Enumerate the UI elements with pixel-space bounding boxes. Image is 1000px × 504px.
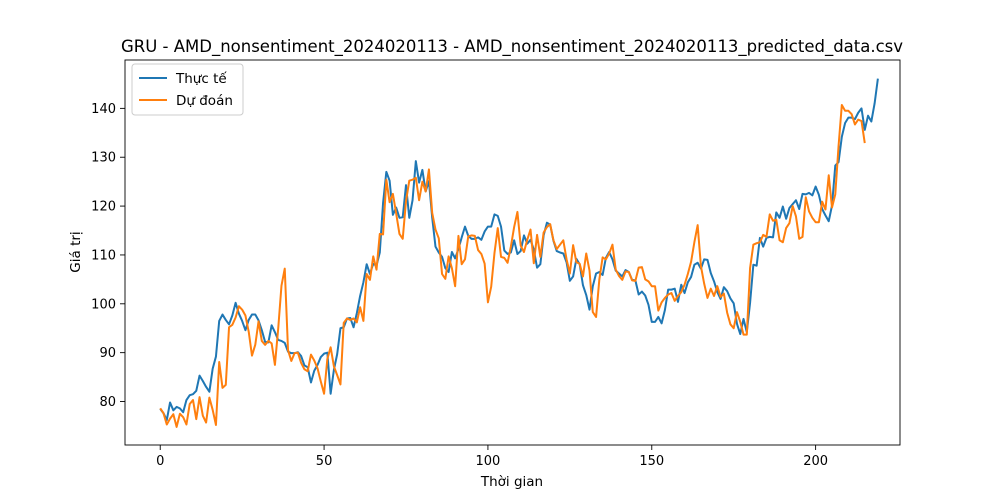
y-tick-label: 120 [91,200,116,215]
x-axis: 0 50 100 150 200 [156,445,828,469]
x-tick-label: 50 [316,454,333,469]
x-tick-label: 100 [476,454,501,469]
x-tick-label: 0 [156,454,164,469]
y-axis: 80 90 100 110 120 130 140 [91,102,125,410]
x-axis-label: Thời gian [480,474,543,490]
legend-box [131,63,244,116]
x-tick-label: 200 [803,454,828,469]
y-axis-label: Giá trị [68,231,84,272]
series-line-actual [159,78,879,422]
plot-frame [124,59,901,446]
y-tick-label: 110 [91,248,116,263]
y-tick-label: 140 [91,102,116,117]
chart-title: GRU - AMD_nonsentiment_2024020113 - AMD_… [121,37,903,57]
series-layer [159,78,879,428]
y-tick-label: 80 [99,395,116,410]
y-tick-label: 130 [91,151,116,166]
series-line-predicted [159,103,866,428]
legend: Thực tế Dự đoán [131,63,244,116]
plot-area [125,60,900,445]
legend-label-actual: Thực tế [175,70,227,87]
y-tick-label: 100 [91,297,116,312]
y-tick-label: 90 [99,346,116,361]
x-tick-label: 150 [639,454,664,469]
legend-label-predicted: Dự đoán [176,93,233,109]
